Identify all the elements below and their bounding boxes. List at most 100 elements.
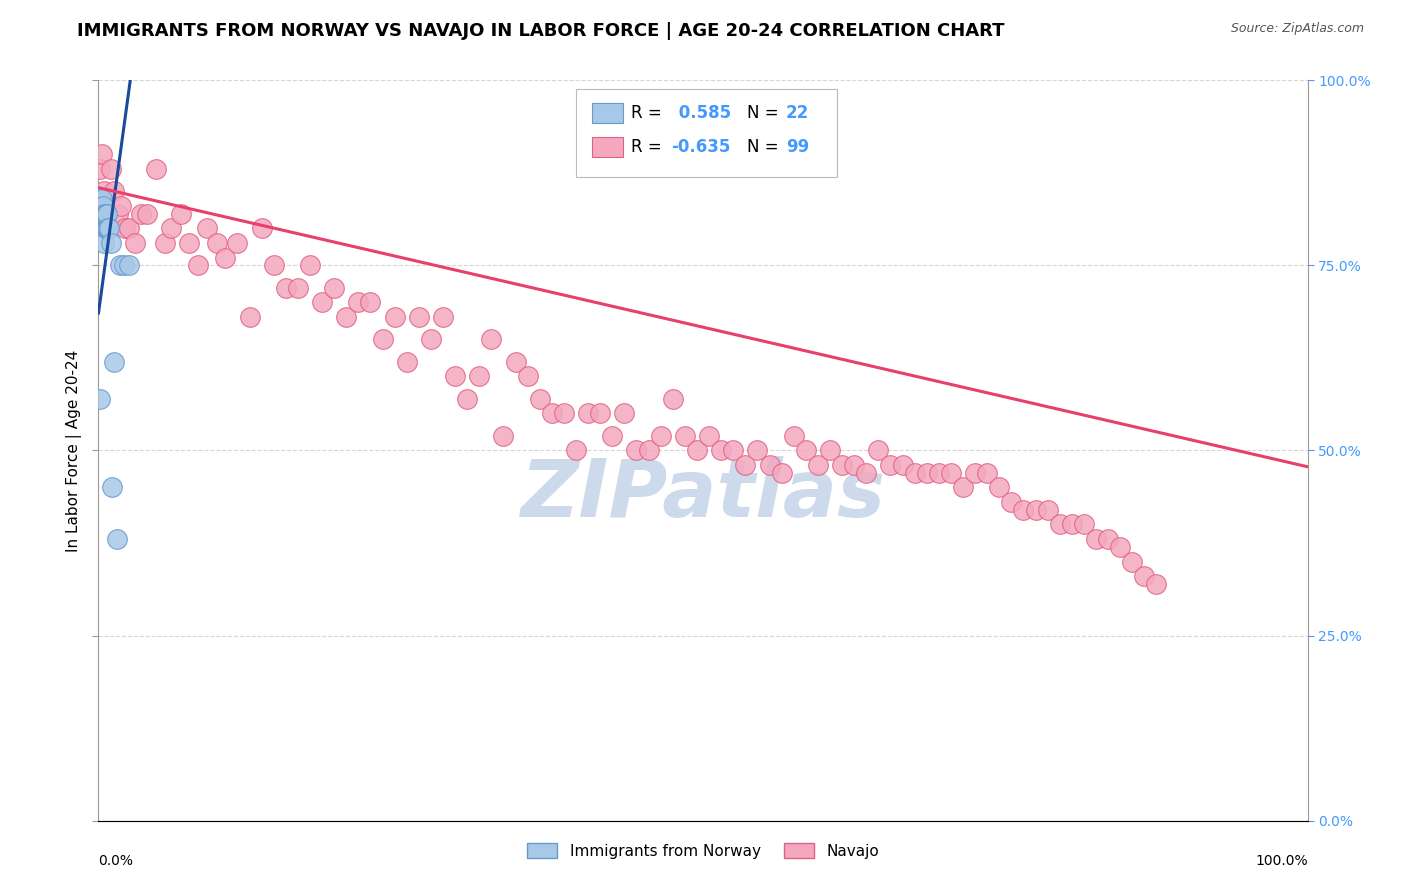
Point: [831, 458, 853, 473]
Point: [187, 259, 209, 273]
Point: [118, 259, 141, 273]
Text: R =: R =: [631, 138, 668, 156]
Point: [1146, 576, 1168, 591]
Point: [553, 407, 575, 421]
Point: [94, 221, 117, 235]
Point: [976, 466, 998, 480]
Point: [112, 259, 135, 273]
Point: [529, 392, 551, 406]
Point: [98, 221, 121, 235]
Point: [1085, 533, 1108, 547]
Point: [299, 259, 322, 273]
Point: [939, 466, 962, 480]
Point: [637, 443, 659, 458]
Text: N =: N =: [747, 138, 783, 156]
Point: [110, 199, 132, 213]
Point: [90, 192, 112, 206]
Point: [915, 466, 938, 480]
Point: [747, 443, 769, 458]
Point: [205, 236, 228, 251]
Point: [1109, 540, 1132, 554]
Point: [928, 466, 950, 480]
Point: [89, 392, 111, 406]
Point: [1012, 502, 1035, 516]
Point: [179, 236, 201, 251]
Point: [1121, 555, 1143, 569]
Point: [226, 236, 249, 251]
Point: [169, 206, 191, 220]
Point: [891, 458, 914, 473]
Point: [347, 295, 370, 310]
Point: [91, 206, 114, 220]
Point: [1000, 495, 1022, 509]
Point: [239, 310, 262, 325]
Point: [456, 392, 478, 406]
Point: [263, 259, 285, 273]
Point: [807, 458, 830, 473]
Point: [114, 221, 136, 235]
Point: [661, 392, 683, 406]
Point: [195, 221, 218, 235]
Point: [602, 428, 624, 442]
Point: [274, 280, 297, 294]
Point: [1073, 517, 1095, 532]
Point: [124, 236, 146, 251]
Point: [540, 407, 562, 421]
Point: [96, 206, 118, 220]
Point: [100, 162, 122, 177]
Point: [468, 369, 491, 384]
Point: [103, 184, 125, 198]
Point: [844, 458, 866, 473]
Point: [1036, 502, 1059, 516]
Point: [135, 206, 157, 220]
Point: [91, 147, 114, 161]
Point: [686, 443, 709, 458]
Point: [93, 184, 115, 198]
Point: [1060, 517, 1083, 532]
Point: [91, 199, 114, 213]
Point: [118, 221, 141, 235]
Point: [952, 480, 974, 494]
Point: [1024, 502, 1046, 516]
Point: [782, 428, 804, 442]
Legend: Immigrants from Norway, Navajo: Immigrants from Norway, Navajo: [520, 837, 886, 865]
Text: N =: N =: [747, 104, 783, 122]
Point: [323, 280, 346, 294]
Text: ZIPatlas: ZIPatlas: [520, 456, 886, 534]
Point: [420, 332, 443, 346]
Point: [153, 236, 176, 251]
Point: [91, 192, 114, 206]
Point: [794, 443, 817, 458]
Point: [250, 221, 273, 235]
Text: 99: 99: [786, 138, 810, 156]
Point: [96, 221, 118, 235]
Point: [93, 236, 115, 251]
Point: [89, 162, 111, 177]
Point: [360, 295, 382, 310]
Point: [145, 162, 167, 177]
Point: [576, 407, 599, 421]
Point: [287, 280, 309, 294]
Point: [129, 206, 152, 220]
Point: [160, 221, 183, 235]
Point: [481, 332, 503, 346]
Point: [93, 206, 115, 220]
Point: [879, 458, 901, 473]
Point: [818, 443, 841, 458]
Point: [1049, 517, 1071, 532]
Point: [395, 354, 418, 368]
Point: [384, 310, 406, 325]
Point: [758, 458, 780, 473]
Point: [965, 466, 987, 480]
Point: [97, 221, 120, 235]
Text: 0.0%: 0.0%: [98, 854, 134, 868]
Point: [371, 332, 394, 346]
Point: [904, 466, 927, 480]
Point: [311, 295, 333, 310]
Point: [626, 443, 648, 458]
Text: -0.635: -0.635: [671, 138, 730, 156]
Point: [697, 428, 720, 442]
Point: [589, 407, 612, 421]
Text: 100.0%: 100.0%: [1256, 854, 1308, 868]
Point: [91, 221, 114, 235]
